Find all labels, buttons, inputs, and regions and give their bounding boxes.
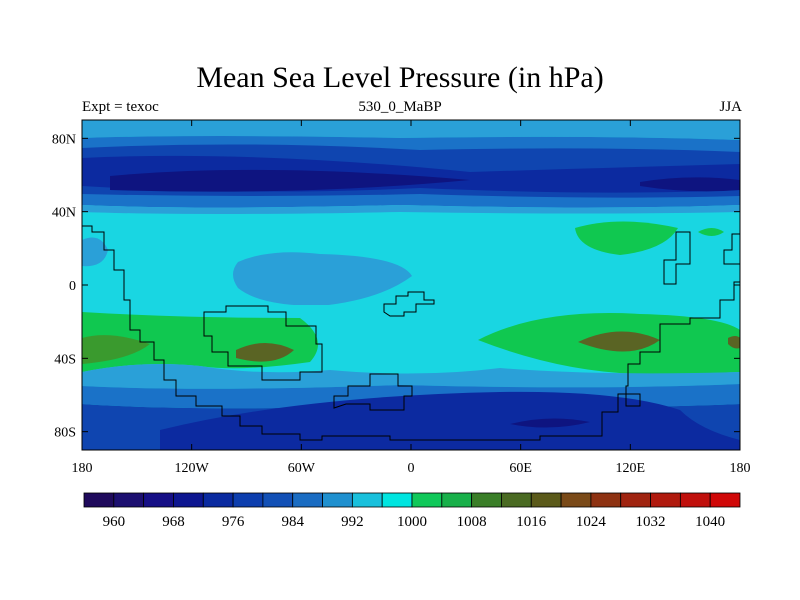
colorbar-label: 992 [341,514,364,530]
subpolar-low-deep [110,169,470,192]
experiment-label: Expt = texoc [82,99,159,115]
lon-tick-label: 60E [509,461,532,476]
colorbar-swatch [560,492,592,508]
colorbar-swatch [173,492,204,508]
colorbar-swatch [83,492,115,508]
colorbar-swatch [351,492,383,508]
south-subtropical-high-west-inner [82,335,150,364]
colorbar-label: 976 [222,514,245,530]
south-subtropical-east-olive [728,336,740,349]
colorbar-label: 1024 [576,514,607,530]
lon-tick-label: 120E [616,461,646,476]
colorbar-swatch [441,492,473,508]
southern-mid-band [82,364,740,389]
antarctic-low-deep [510,418,590,428]
colorbar-swatch [113,492,145,508]
south-subtropical-high-east-inner [578,331,660,352]
chart-title: Mean Sea Level Pressure (in hPa) [196,61,604,94]
colorbar-label: 1000 [397,514,427,530]
colorbar-label: 960 [103,514,126,530]
lat-tick-label: 80N [52,132,76,147]
colorbar-swatch [501,492,532,508]
colorbar-swatch [530,492,562,508]
season-label: JJA [719,99,742,115]
colorbar-swatch [262,492,294,508]
colorbar-label: 1032 [636,514,666,530]
lat-axis: 80N 40N 0 40S 80S [52,132,740,441]
west-atlantic-low [82,237,108,267]
north-subtropical-high [575,221,678,255]
colorbar-swatch [232,492,264,508]
lat-tick-label: 0 [69,279,76,294]
colorbar-label: 1016 [516,514,547,530]
lon-tick-label: 60W [288,461,316,476]
colorbar-swatch [411,492,443,508]
lat-tick-label: 40N [52,206,76,221]
colorbar-swatch [471,492,502,508]
lon-tick-label: 180 [72,461,93,476]
south-subtropical-high-center-inner [236,343,294,362]
colorbar-swatch [322,492,353,508]
colorbar-swatch [143,492,174,508]
north-subtropical-high-small [698,228,724,236]
lat-tick-label: 80S [54,426,76,441]
colorbar-swatch [381,492,413,508]
colorbar-swatch [709,492,741,508]
colorbar-swatch [590,492,622,508]
lon-tick-label: 0 [408,461,415,476]
colorbar-label: 1008 [457,514,487,530]
lon-axis: 180 120W 60W 0 60E 120E 180 [72,120,751,476]
equatorial-low [233,252,412,306]
north-polar-band [82,120,740,140]
colorbar-swatch [292,492,323,508]
lat-tick-label: 40S [54,352,76,367]
colorbar-swatch [650,492,681,508]
north-subtropical-band [82,205,740,214]
lon-tick-label: 120W [175,461,210,476]
south-subtropical-band [82,305,740,312]
colorbar-swatch [202,492,234,508]
colorbar-swatch [620,492,651,508]
contour-field [82,120,740,450]
colorbar-label: 984 [281,514,304,530]
subpolar-low-east [640,177,740,192]
period-label: 530_0_MaBP [358,99,442,115]
colorbar-label: 1040 [695,514,725,530]
coastlines [82,225,740,441]
colorbar: 960 968 976 984 992 1000 1008 1016 1024 1032 1040 [83,492,741,530]
colorbar-label: 968 [162,514,185,530]
lon-tick-label: 180 [730,461,751,476]
colorbar-swatch [679,492,711,508]
southern-ocean-low-core [160,391,740,450]
